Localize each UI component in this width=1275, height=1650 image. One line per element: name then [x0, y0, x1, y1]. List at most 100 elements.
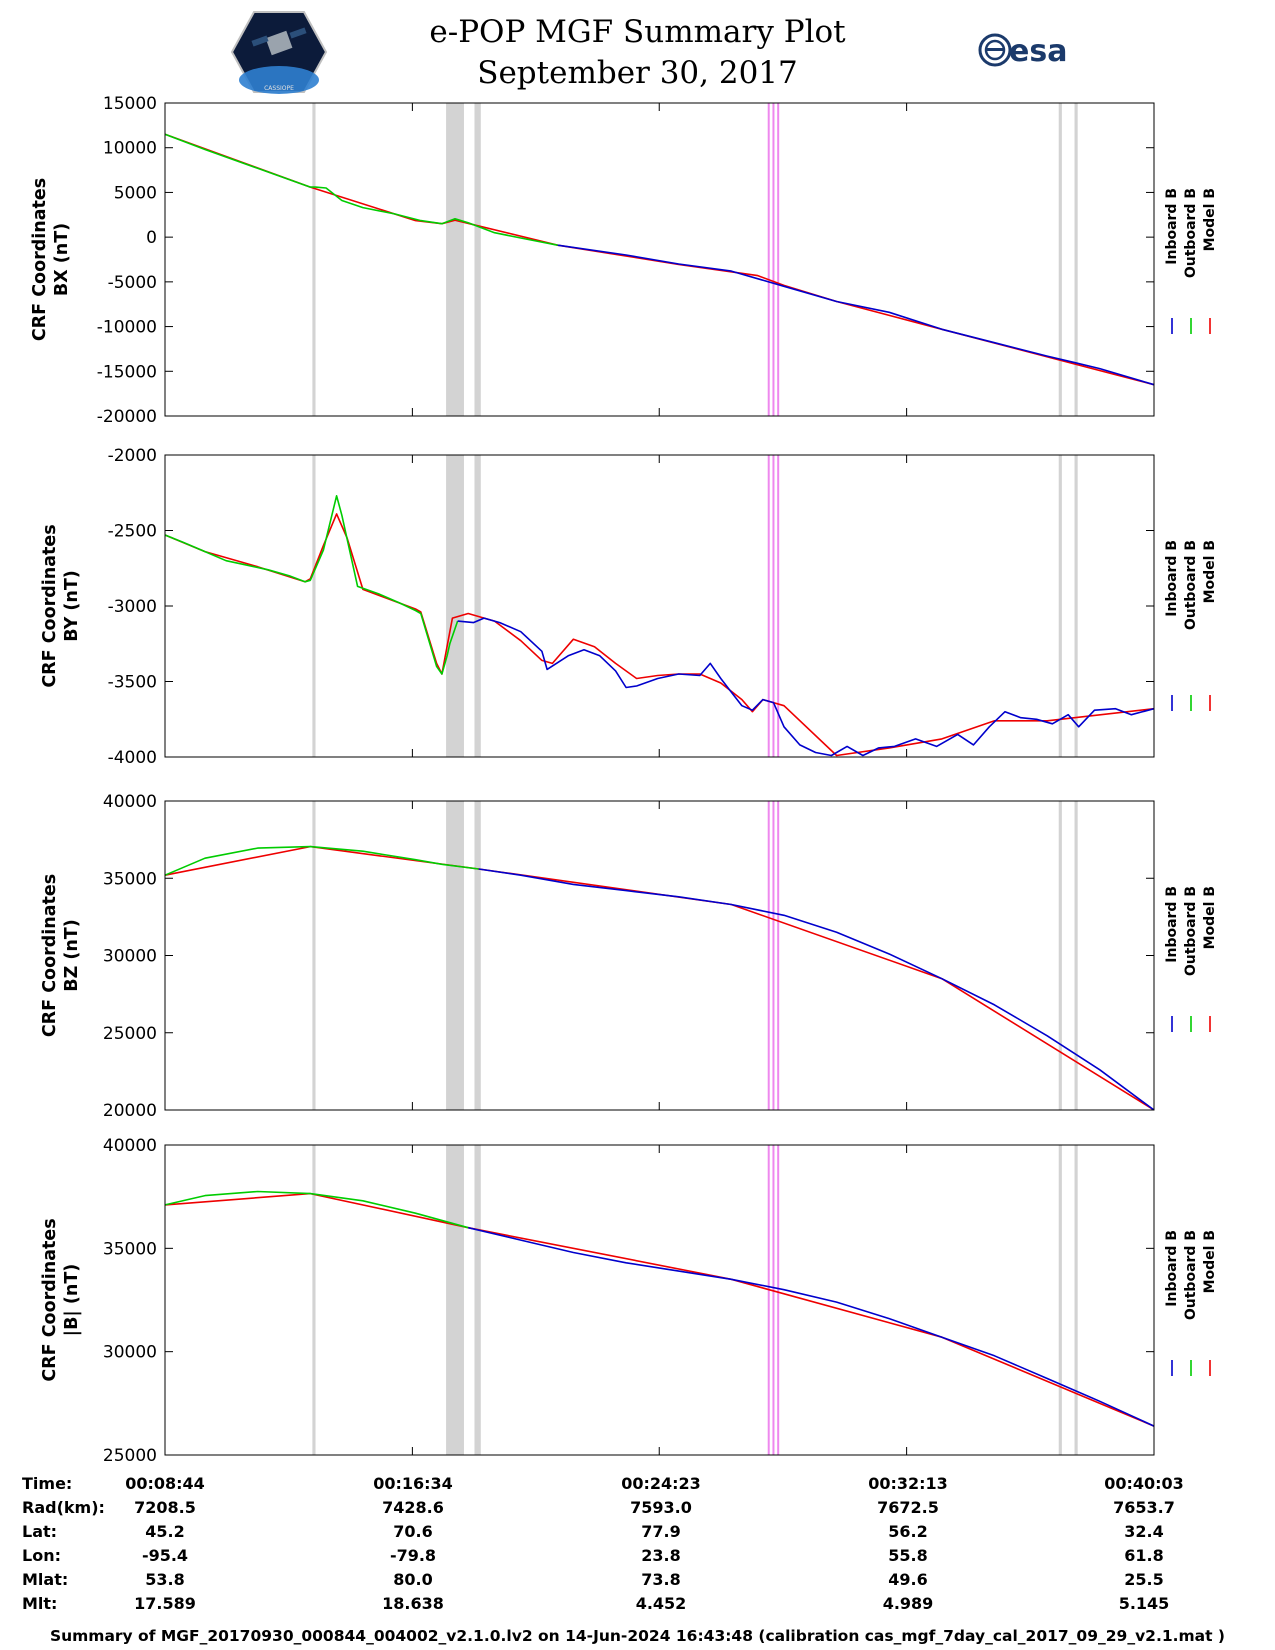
legend-label: Inboard B — [1164, 188, 1180, 265]
legend-label: Inboard B — [1164, 1230, 1180, 1307]
info-value: 00:16:34 — [373, 1474, 453, 1493]
info-value: 7208.5 — [134, 1498, 196, 1517]
y-tick-label: 30000 — [103, 947, 157, 967]
y-tick-label: 35000 — [103, 1239, 157, 1259]
info-value: 56.2 — [888, 1522, 928, 1541]
series-line-outboard-b — [164, 133, 558, 246]
y-tick-label: 25000 — [103, 1446, 157, 1466]
info-value: 18.638 — [382, 1594, 444, 1613]
gap-band — [312, 1145, 316, 1455]
gap-band — [1058, 455, 1062, 757]
y-tick-label: 20000 — [103, 1101, 157, 1121]
info-label-mlt: Mlt: — [22, 1594, 58, 1613]
info-label-mlat: Mlat: — [22, 1570, 69, 1589]
gap-band — [1074, 801, 1078, 1110]
gap-band — [1074, 103, 1078, 416]
legend-label: Model B — [1202, 188, 1218, 251]
gap-band — [312, 801, 316, 1110]
info-value: 7593.0 — [630, 1498, 692, 1517]
info-label-lon: Lon: — [22, 1546, 61, 1565]
info-value: 00:08:44 — [125, 1474, 205, 1493]
legend-label: Model B — [1202, 886, 1218, 949]
info-value: 00:24:23 — [621, 1474, 701, 1493]
info-label-rad: Rad(km): — [22, 1498, 105, 1517]
legend-label: Inboard B — [1164, 886, 1180, 963]
series-line-outboard-b — [164, 1190, 469, 1229]
info-value: -95.4 — [141, 1546, 189, 1565]
y-axis-label: CRF Coordinates — [40, 874, 60, 1037]
legend-label: Model B — [1202, 540, 1218, 603]
series-line-inboard-b — [468, 1226, 1155, 1427]
y-tick-label: 30000 — [103, 1343, 157, 1363]
y-axis-label: BX (nT) — [52, 223, 72, 296]
y-tick-label: -3000 — [108, 597, 157, 617]
gap-band — [1058, 103, 1062, 416]
series-line-inboard-b — [557, 244, 1155, 386]
y-tick-label: 0 — [146, 228, 157, 248]
info-value: 45.2 — [145, 1522, 185, 1541]
info-value: 00:40:03 — [1104, 1474, 1184, 1493]
esa-logo: esa — [978, 33, 1067, 69]
info-value: 7653.7 — [1113, 1498, 1175, 1517]
gap-band — [474, 103, 481, 416]
series-line-model-b — [164, 513, 1155, 757]
info-value: 4.989 — [882, 1594, 934, 1613]
info-value: 77.9 — [641, 1522, 681, 1541]
legend-label: Inboard B — [1164, 540, 1180, 617]
legend-label: Outboard B — [1183, 886, 1199, 976]
gap-band — [446, 103, 464, 416]
y-axis-label: CRF Coordinates — [40, 1218, 60, 1381]
y-tick-label: 40000 — [103, 792, 157, 812]
gap-band — [446, 1145, 464, 1455]
info-value: 00:32:13 — [868, 1474, 948, 1493]
y-tick-label: 10000 — [103, 139, 157, 159]
chart-panel-1: 15000 10000 5000 0 -5000 -10000 -15000 -20000 CR… — [30, 94, 1218, 427]
series-line-inboard-b — [457, 617, 1155, 757]
chart-panel-2: -2000 -2500 -3000 -3500 -4000 CRF Coordinates… — [40, 446, 1218, 768]
y-tick-label: 40000 — [103, 1136, 157, 1156]
info-value: 61.8 — [1124, 1546, 1164, 1565]
gap-band — [446, 455, 464, 757]
info-value: 32.4 — [1124, 1522, 1164, 1541]
y-tick-label: -20000 — [97, 407, 157, 427]
gap-band — [474, 455, 481, 757]
y-axis-label: BZ (nT) — [62, 919, 82, 992]
chart-panel-4: 40000 35000 30000 25000 CRF Coordinates |B| (… — [40, 1136, 1218, 1466]
y-tick-label: 5000 — [114, 183, 157, 203]
y-axis-label: |B| (nT) — [62, 1264, 82, 1337]
chart-panel-3: 40000 35000 30000 25000 20000 CRF Coordinates… — [40, 792, 1218, 1121]
info-value: 25.5 — [1124, 1570, 1164, 1589]
gap-band — [1074, 455, 1078, 757]
gap-band — [312, 455, 316, 757]
y-tick-label: -3500 — [108, 673, 157, 693]
info-value: 23.8 — [641, 1546, 681, 1565]
info-value: 17.589 — [134, 1594, 196, 1613]
y-tick-label: 35000 — [103, 869, 157, 889]
plot-title: e-POP MGF Summary Plot — [429, 14, 846, 50]
info-value: 7672.5 — [877, 1498, 939, 1517]
series-line-outboard-b — [164, 494, 459, 675]
info-value: -79.8 — [389, 1546, 437, 1565]
gap-band — [1074, 1145, 1078, 1455]
info-value: 7428.6 — [382, 1498, 444, 1517]
series-line-outboard-b — [164, 845, 479, 876]
series-line-model-b — [164, 1192, 1155, 1427]
y-tick-label: -2000 — [108, 446, 157, 466]
esa-logo-text: esa — [1009, 34, 1067, 69]
info-value: 53.8 — [145, 1570, 185, 1589]
y-axis-label: BY (nT) — [62, 570, 82, 642]
gap-band — [474, 1145, 481, 1455]
y-tick-label: -5000 — [108, 273, 157, 293]
gap-band — [312, 103, 316, 416]
y-tick-label: -4000 — [108, 748, 157, 768]
gap-band — [1058, 801, 1062, 1110]
gap-band — [1058, 1145, 1062, 1455]
info-value: 73.8 — [641, 1570, 681, 1589]
gap-band — [446, 801, 464, 1110]
info-value: 4.452 — [635, 1594, 687, 1613]
plot-date: September 30, 2017 — [477, 55, 798, 91]
info-label-lat: Lat: — [22, 1522, 58, 1541]
cassiope-logo: CASSIOPE — [230, 11, 328, 94]
